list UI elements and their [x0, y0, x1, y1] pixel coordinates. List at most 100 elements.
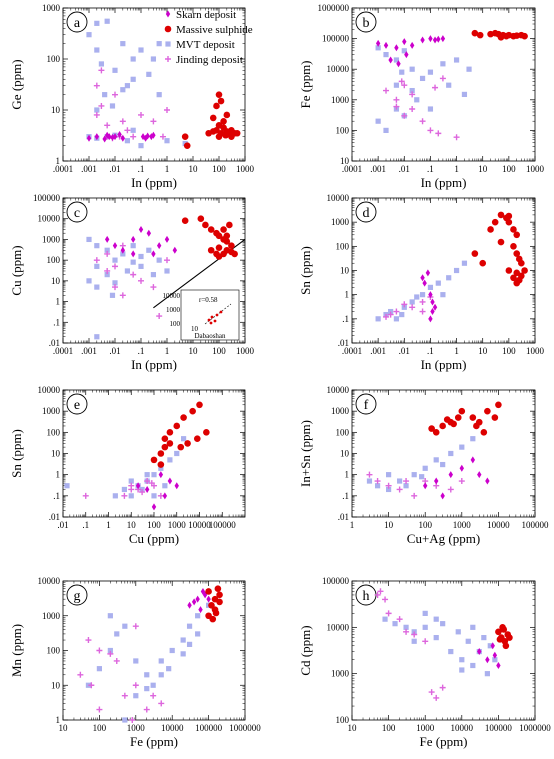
data-point	[496, 636, 504, 643]
data-point	[133, 658, 139, 664]
data-point	[94, 263, 100, 269]
data-point	[419, 308, 426, 315]
y-tick-label: 100	[336, 427, 350, 437]
inset-point	[215, 313, 219, 317]
data-point	[471, 29, 479, 37]
data-point	[156, 242, 162, 250]
data-point	[150, 56, 157, 62]
data-point	[513, 279, 521, 287]
x-tick-label: .001	[370, 164, 386, 174]
data-point	[461, 260, 468, 266]
data-point	[394, 44, 399, 52]
x-tick-label: 1000000	[519, 723, 551, 733]
data-point	[466, 66, 472, 72]
data-point	[112, 91, 118, 98]
data-point	[202, 221, 209, 229]
data-point	[430, 298, 435, 306]
data-point	[139, 489, 146, 496]
y-tick-label: 10	[51, 680, 61, 690]
data-point	[216, 598, 223, 606]
plot-frame	[351, 7, 536, 162]
data-point	[497, 34, 505, 41]
y-tick-label: 1	[56, 156, 61, 166]
y-tick-label: 10	[51, 276, 61, 286]
data-point	[122, 623, 128, 629]
y-tick-label: 1	[56, 470, 61, 480]
x-tick-label: .0001	[342, 164, 362, 174]
data-point	[427, 69, 434, 75]
data-point	[104, 131, 110, 139]
panel-b: .0001 .001 .01 .1 1 10 100 1000 10 100 1000 10000 10…	[298, 3, 545, 190]
panel-h: 10 100 1000 10000 100000 10000001001000100001…	[298, 576, 551, 749]
data-point	[166, 666, 172, 672]
data-point	[98, 67, 105, 74]
data-point	[151, 493, 157, 499]
data-point	[174, 450, 180, 457]
x-tick-label: .1	[138, 164, 145, 174]
panel-badge	[355, 11, 377, 33]
data-point	[138, 47, 144, 53]
series-skarn	[86, 131, 156, 143]
data-point	[419, 292, 426, 298]
data-point	[459, 657, 465, 663]
data-point	[184, 440, 191, 447]
series-massive	[181, 215, 238, 260]
data-point	[435, 280, 441, 286]
panel-g: 10 100 1000 10000 100000 10000001101001000100…	[9, 576, 261, 749]
data-point	[414, 294, 420, 300]
x-axis-label: Cu+Ag (ppm)	[407, 531, 480, 546]
data-point	[181, 217, 189, 225]
data-point	[505, 218, 513, 226]
data-point	[172, 246, 178, 254]
data-point	[448, 471, 453, 479]
data-point	[470, 662, 476, 669]
data-point	[411, 638, 417, 644]
data-point	[402, 38, 407, 46]
y-tick-label: 1000	[42, 234, 61, 244]
series-mvt	[85, 602, 212, 723]
x-tick-label: 10	[189, 346, 199, 356]
data-point	[102, 135, 107, 143]
data-point	[130, 243, 136, 249]
y-axis-label: Sn (ppm)	[298, 246, 313, 295]
data-point	[107, 647, 113, 654]
x-tick-label: 10	[127, 520, 137, 530]
data-point	[398, 78, 405, 85]
data-point	[446, 275, 452, 281]
data-point	[440, 61, 446, 67]
x-tick-label: 10	[478, 346, 488, 356]
data-point	[124, 268, 131, 274]
data-point	[150, 272, 157, 278]
data-point	[385, 610, 392, 617]
data-point	[206, 595, 211, 603]
data-point	[164, 268, 170, 274]
plot-frame	[62, 197, 246, 344]
data-point	[167, 477, 173, 485]
x-tick-label: 10000	[451, 723, 474, 733]
data-point	[440, 461, 446, 468]
data-point	[420, 36, 425, 44]
data-point	[469, 414, 477, 421]
data-point	[151, 131, 156, 139]
y-tick-label: 10	[51, 105, 61, 115]
x-tick-label: .1	[138, 346, 145, 356]
data-point	[409, 87, 415, 94]
x-tick-label: 1000	[236, 346, 255, 356]
data-point	[166, 429, 174, 436]
series-massive	[495, 624, 513, 650]
data-point	[510, 274, 517, 282]
data-point	[112, 263, 118, 270]
data-point	[495, 401, 502, 409]
data-point	[146, 247, 152, 253]
data-point	[392, 621, 398, 627]
x-tick-label: 10	[348, 723, 358, 733]
panel-e: .01.1 1 10 100 1000 10000100000.01.1110100100…	[9, 385, 246, 546]
panel-label: e	[74, 398, 80, 413]
data-point	[492, 657, 498, 663]
data-point	[491, 414, 499, 421]
data-point	[453, 134, 460, 141]
y-tick-label: .1	[342, 491, 349, 501]
data-point	[473, 422, 480, 430]
data-point	[109, 292, 116, 298]
